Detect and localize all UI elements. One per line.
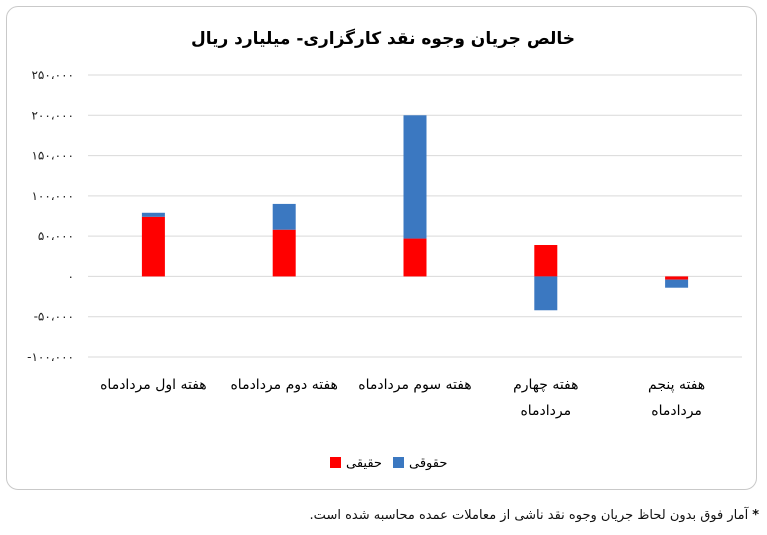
y-tick-label: ۵۰،۰۰۰ — [38, 229, 74, 243]
chart: خالص جریان وجوه نقد کارگزاری- میلیارد ری… — [27, 28, 742, 471]
legend-swatch — [393, 457, 404, 468]
legend-label: حقوقی — [409, 456, 447, 471]
x-tick-label: هفته چهارم مردادماه — [513, 377, 578, 419]
bar-حقوقی — [272, 203, 296, 230]
y-tick-label: ۲۵۰،۰۰۰ — [31, 68, 74, 82]
footnote-text: آمار فوق بدون لحاظ جریان وجوه نقد ناشی ا… — [309, 508, 749, 523]
bar-حقیقی — [534, 245, 558, 277]
legend-label: حقیقی — [346, 456, 382, 471]
bar-حقیقی — [403, 238, 427, 277]
y-tick-label: ۰ — [68, 269, 74, 283]
x-tick-label: هفته پنجم مردادماه — [648, 377, 705, 419]
x-tick-label: هفته سوم مردادماه — [358, 377, 471, 393]
y-tick-label: -۱۰۰،۰۰۰ — [27, 350, 74, 364]
x-tick-label: هفته اول مردادماه — [100, 377, 207, 393]
y-tick-label: ۱۵۰،۰۰۰ — [31, 149, 74, 163]
bar-حقیقی — [141, 216, 165, 277]
bar-حقوقی — [403, 115, 427, 239]
footnote: *آمار فوق بدون لحاظ جریان وجوه نقد ناشی … — [310, 508, 759, 523]
y-tick-label: ۲۰۰،۰۰۰ — [31, 108, 74, 122]
bar-حقوقی — [534, 276, 558, 311]
chart-title: خالص جریان وجوه نقد کارگزاری- میلیارد ری… — [191, 28, 575, 49]
legend-swatch — [330, 457, 341, 468]
bar-حقوقی — [665, 279, 689, 288]
bar-حقیقی — [272, 229, 296, 277]
chart-frame — [6, 6, 757, 490]
y-tick-label: -۵۰،۰۰۰ — [34, 310, 74, 324]
bar-حقیقی — [665, 276, 689, 280]
x-tick-label: هفته دوم مردادماه — [230, 377, 337, 393]
bar-حقوقی — [141, 212, 165, 217]
y-tick-label: ۱۰۰،۰۰۰ — [31, 189, 74, 203]
footnote-star: * — [752, 508, 759, 523]
